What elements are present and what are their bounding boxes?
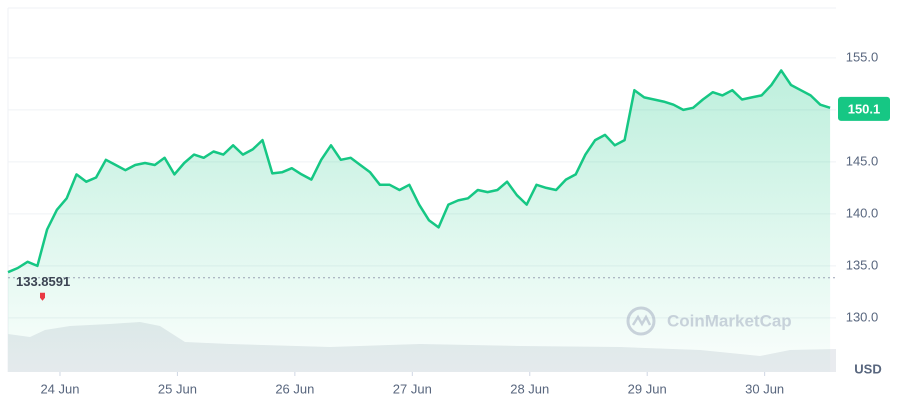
baseline-marker xyxy=(40,292,45,301)
x-tick-label: 26 Jun xyxy=(275,381,314,396)
baseline-label: 133.8591 xyxy=(16,274,70,289)
x-tick-label: 29 Jun xyxy=(628,381,667,396)
y-tick-label: 155.0 xyxy=(846,49,879,64)
price-area xyxy=(8,70,831,373)
currency-label: USD xyxy=(854,361,881,376)
x-tick-label: 28 Jun xyxy=(510,381,549,396)
watermark-logo xyxy=(626,306,656,336)
y-tick-label: 130.0 xyxy=(846,309,879,324)
watermark-text: CoinMarketCap xyxy=(667,311,792,330)
y-tick-label: 145.0 xyxy=(846,153,879,168)
y-tick-label: 135.0 xyxy=(846,257,879,272)
plot-area xyxy=(7,69,831,373)
current-price-badge xyxy=(838,96,890,121)
y-tick-label: 140.0 xyxy=(846,205,879,220)
x-tick-label: 27 Jun xyxy=(393,381,432,396)
watermark: CoinMarketCap xyxy=(626,306,792,336)
current-price-label: 150.1 xyxy=(848,101,881,116)
watermark-logo-mark xyxy=(631,314,652,327)
x-tick-label: 25 Jun xyxy=(158,381,197,396)
price-line xyxy=(7,69,831,274)
x-tick-label: 24 Jun xyxy=(40,381,79,396)
x-tick-label: 30 Jun xyxy=(745,381,784,396)
